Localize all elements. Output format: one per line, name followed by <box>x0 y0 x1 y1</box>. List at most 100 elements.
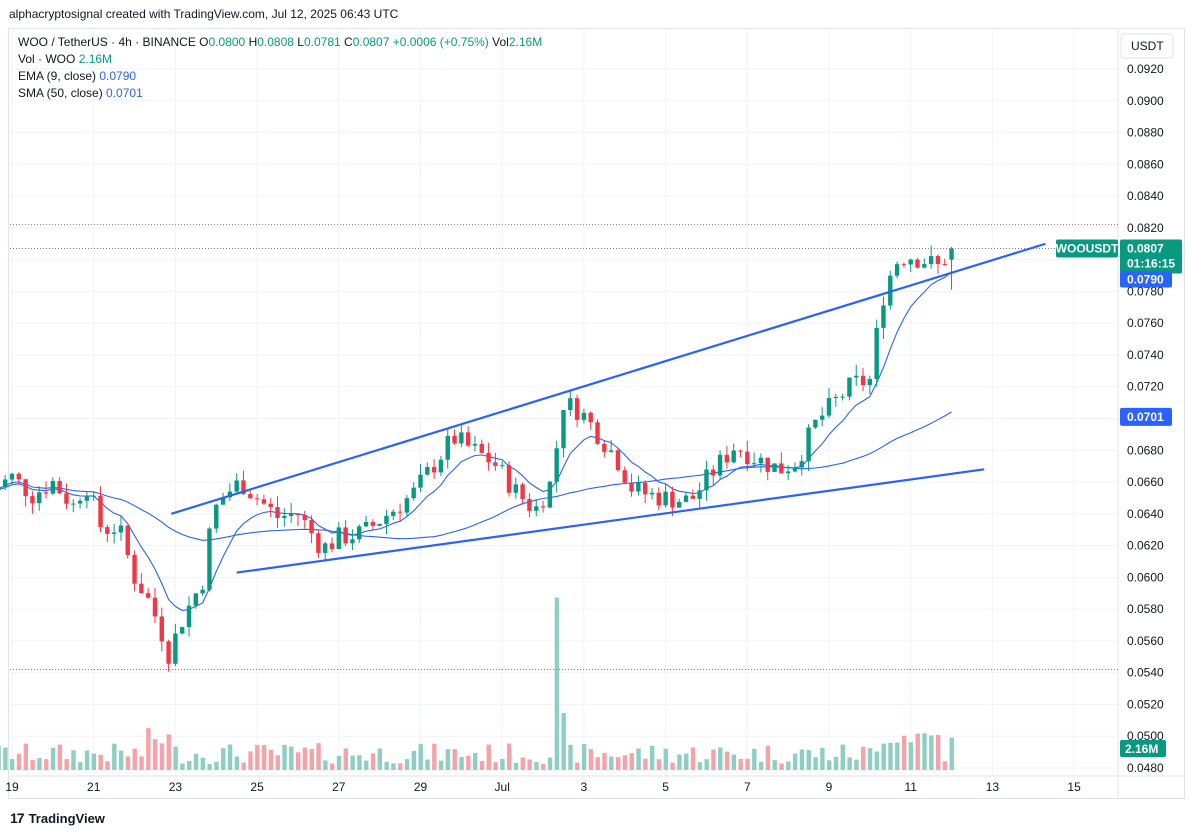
candle-body <box>30 496 35 504</box>
volume-bar <box>459 756 464 770</box>
price-tick-label: 0.0900 <box>1127 94 1164 108</box>
candle-body <box>683 495 689 502</box>
volume-bar <box>261 745 267 770</box>
volume-bar <box>445 749 451 770</box>
volume-bar <box>840 744 846 770</box>
time-tick-label: Jul <box>495 780 510 794</box>
legend: WOO / TetherUS · 4h · BINANCE O0.0800 H0… <box>18 34 542 102</box>
volume-bar <box>180 763 185 770</box>
volume-bar <box>282 744 287 770</box>
candle-body <box>860 375 866 386</box>
candle-body <box>241 480 246 495</box>
price-tick-label: 0.0480 <box>1127 761 1164 775</box>
volume-bar <box>241 762 246 770</box>
volume-bar <box>432 743 437 770</box>
candle-body <box>254 498 260 500</box>
symbol-tag <box>1056 239 1118 258</box>
candle-body <box>792 467 798 472</box>
volume-bar <box>541 763 546 770</box>
candle-body <box>540 506 546 508</box>
footer-branding[interactable]: 17 TradingView <box>10 810 105 826</box>
volume-bar <box>915 733 920 770</box>
volume-bar <box>752 748 757 770</box>
volume-bar <box>200 757 206 770</box>
candle-body <box>418 474 423 488</box>
price-tick-label: 0.0920 <box>1127 62 1164 76</box>
candle-body <box>180 627 185 634</box>
time-tick-label: 11 <box>904 780 917 794</box>
candle-body <box>261 499 267 504</box>
time-tick-label: 9 <box>826 780 833 794</box>
volume-bar <box>895 742 900 770</box>
time-tick-label: 21 <box>87 780 101 794</box>
candle-body <box>2 479 8 488</box>
legend-symbol[interactable]: WOO / TetherUS · 4h · BINANCE <box>18 35 196 49</box>
candle-body <box>288 513 294 516</box>
candle-body <box>636 482 641 492</box>
volume-bar <box>105 761 110 770</box>
volume-bar <box>404 759 410 770</box>
candle-body <box>43 492 49 494</box>
candle-body <box>145 593 151 598</box>
volume-bar <box>411 750 417 770</box>
volume-bar <box>881 743 886 770</box>
lower-trendline <box>236 468 985 574</box>
candle-body <box>615 450 621 471</box>
candle-body <box>547 481 553 508</box>
volume-bar <box>30 760 35 770</box>
legend-ema-label: EMA (9, close) <box>18 69 97 83</box>
candle-body <box>159 616 164 642</box>
volume-bar <box>295 752 301 770</box>
candle-body <box>799 461 804 468</box>
last-price-tag <box>1120 239 1182 274</box>
candle-body <box>922 264 927 268</box>
volume-bar <box>561 713 566 770</box>
price-tick-label: 0.0520 <box>1127 697 1164 711</box>
candle-body <box>193 593 199 606</box>
legend-ohlc-row: WOO / TetherUS · 4h · BINANCE O0.0800 H0… <box>18 34 542 51</box>
attribution-text: alphacryptosignal created with TradingVi… <box>9 7 399 21</box>
price-tick-label: 0.0620 <box>1127 539 1164 553</box>
candle-body <box>568 398 573 411</box>
legend-sma-row[interactable]: SMA (50, close) 0.0701 <box>18 85 542 102</box>
candle-body <box>697 490 702 499</box>
candle-body <box>908 259 913 265</box>
candle-body <box>928 256 934 265</box>
volume-bar <box>234 756 240 770</box>
volume-bar <box>670 762 675 770</box>
volume-bar <box>139 756 144 770</box>
volume-bar <box>486 744 491 770</box>
volume-bar <box>935 734 941 770</box>
legend-l-label: L <box>297 35 304 49</box>
volume-bar <box>731 754 737 770</box>
legend-volume-label: Vol · WOO <box>18 52 76 66</box>
volume-bar <box>98 754 103 770</box>
candle-body <box>534 506 539 511</box>
legend-ema-row[interactable]: EMA (9, close) 0.0790 <box>18 68 542 85</box>
legend-volume-row[interactable]: Vol · WOO 2.16M <box>18 51 542 68</box>
volume-bar <box>799 749 805 770</box>
price-tick-label: 0.0580 <box>1127 602 1164 616</box>
volume-bars <box>0 597 954 770</box>
volume-bar <box>466 755 471 770</box>
candle-body <box>57 480 62 494</box>
volume-bar <box>697 762 703 770</box>
volume-bar <box>861 746 866 770</box>
candle-body <box>656 492 661 506</box>
candle-body <box>173 633 178 664</box>
volume-bar <box>391 763 396 770</box>
candle-body <box>227 491 233 498</box>
volume-bar <box>493 762 498 770</box>
volume-bar <box>690 747 696 770</box>
volume-bar <box>472 752 478 770</box>
volume-bar <box>867 748 873 770</box>
candle-body <box>465 432 471 446</box>
legend-sma-value: 0.0701 <box>106 86 143 100</box>
candle-body <box>91 495 96 497</box>
candle-body <box>425 467 430 475</box>
candle-body <box>207 528 212 590</box>
volume-bar <box>929 735 934 770</box>
candle-body <box>520 484 525 500</box>
volume-bar <box>888 742 893 770</box>
